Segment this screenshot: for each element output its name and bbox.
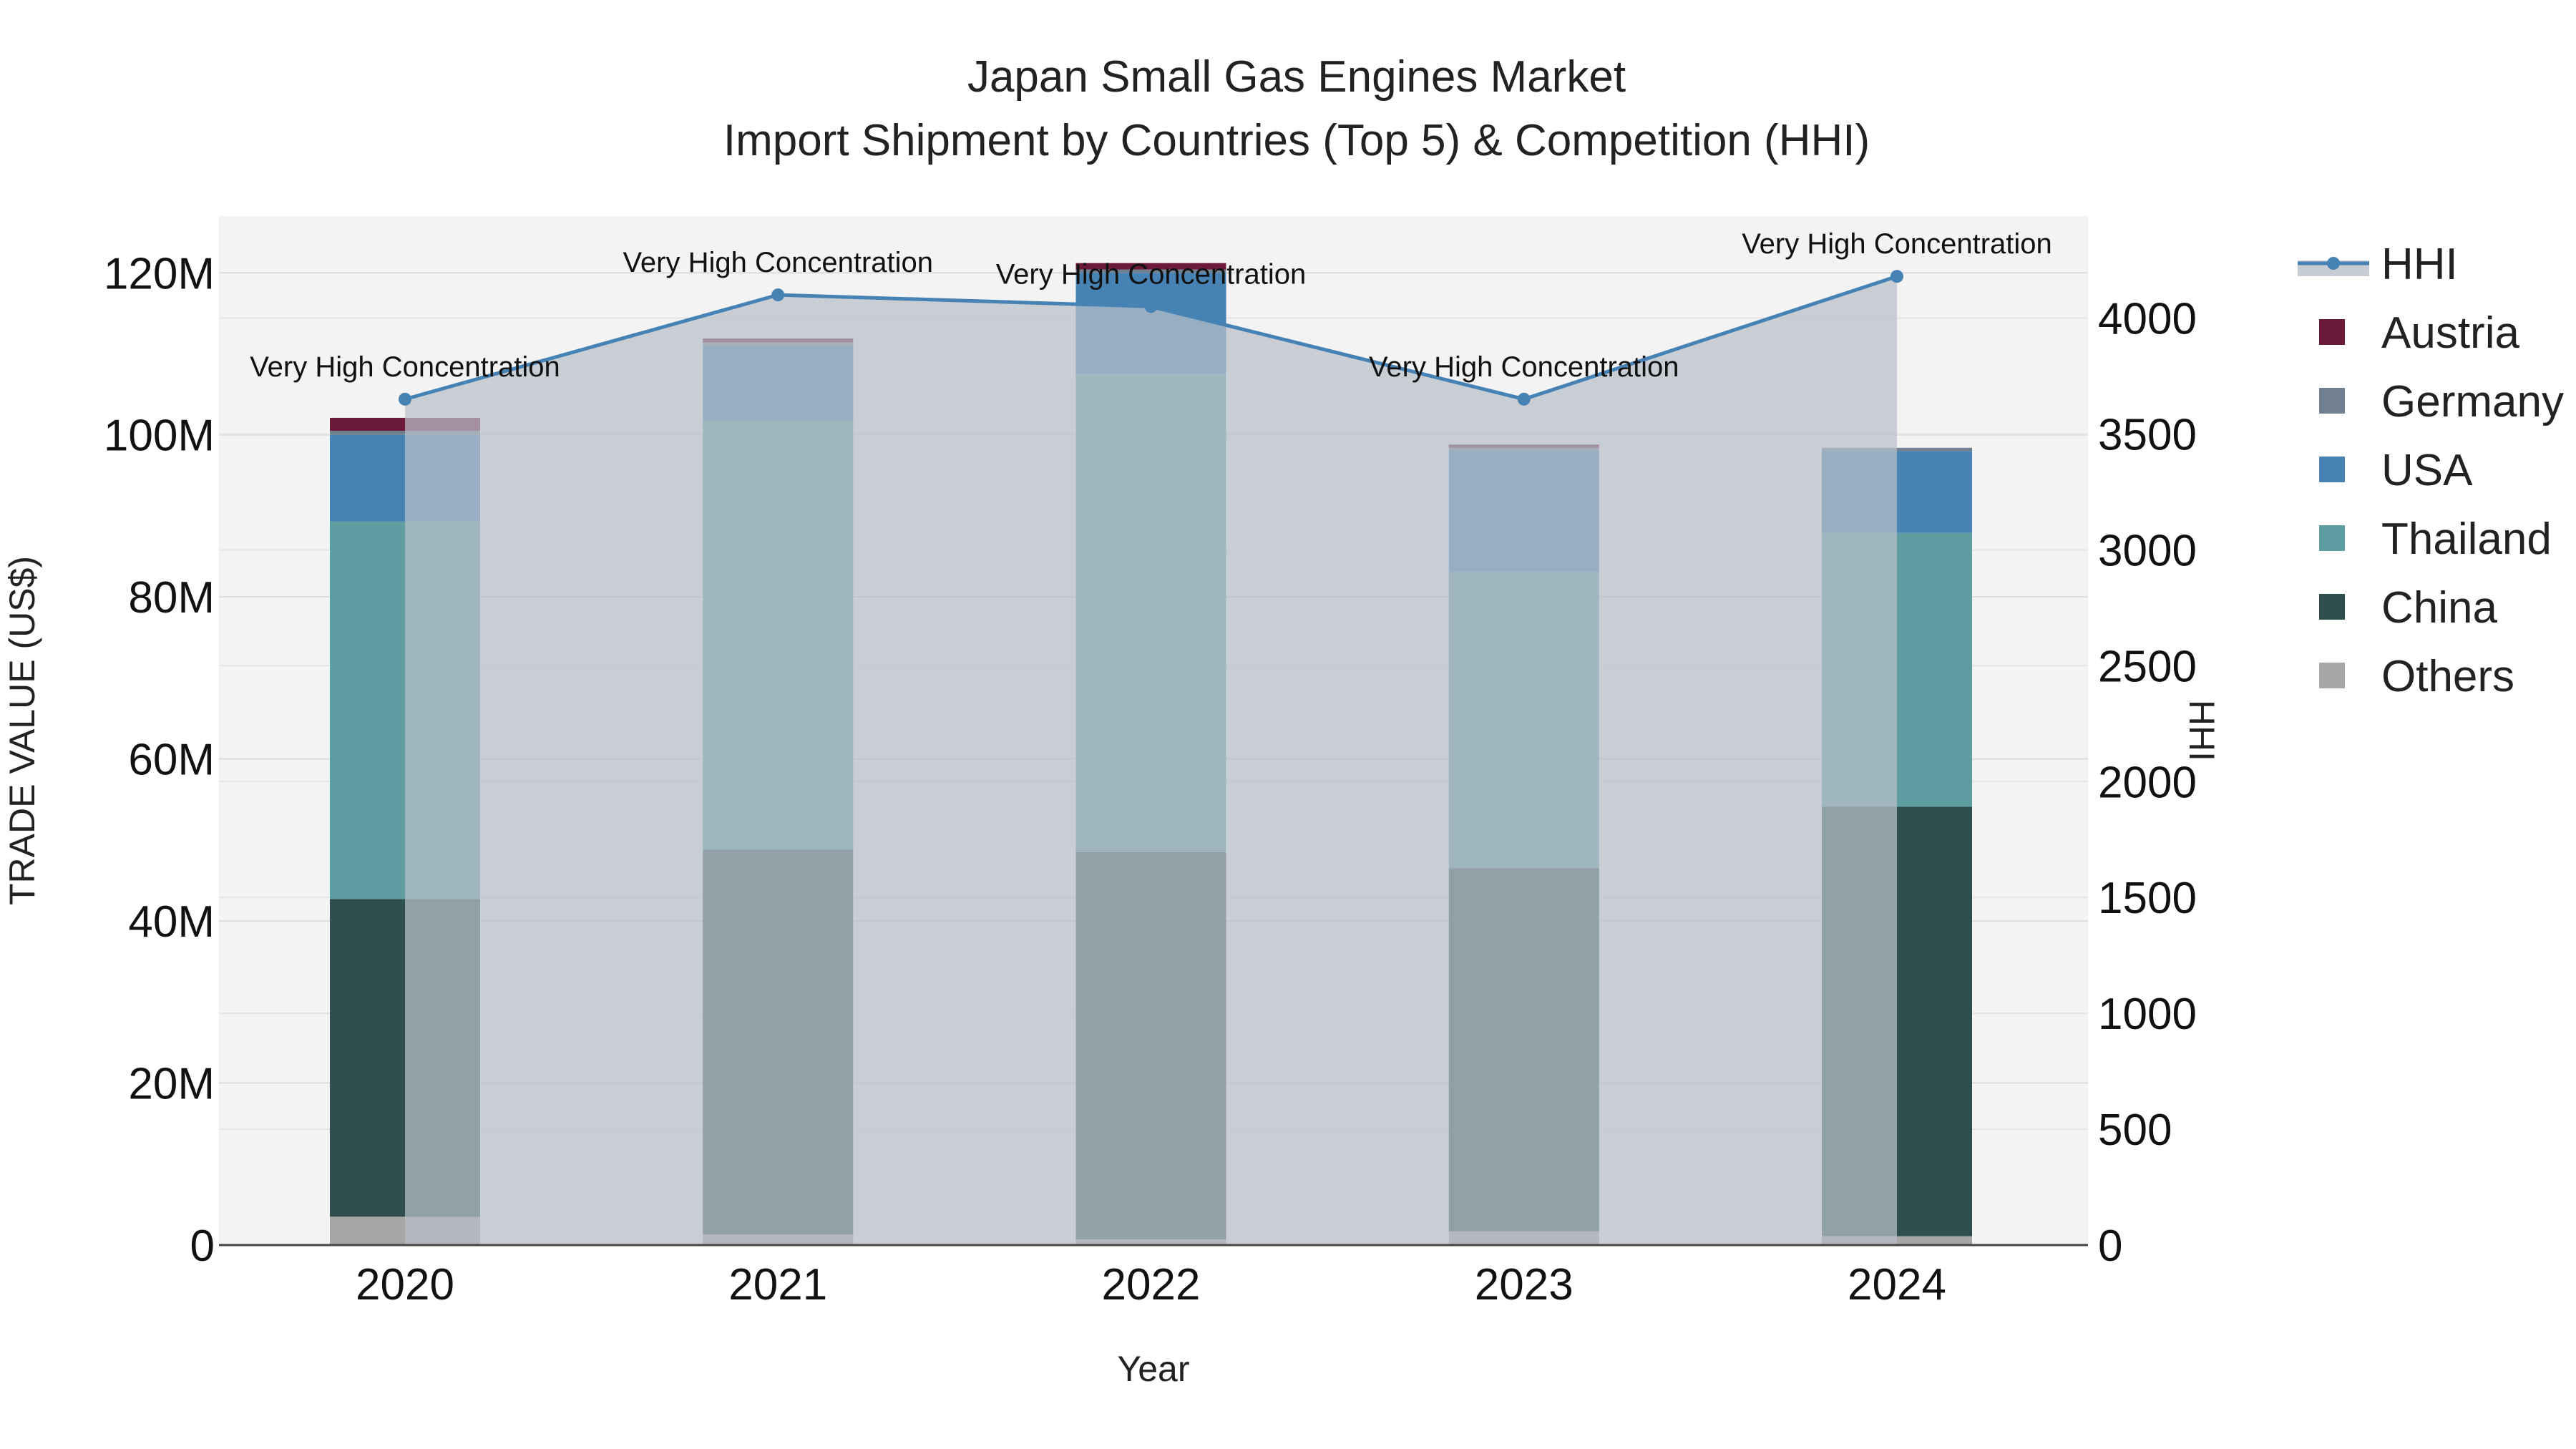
legend-label-germany: Germany: [2381, 377, 2564, 426]
y2-tick-label: 500: [2098, 1106, 2172, 1155]
y2-axis-ticks: 0 500 1000 1500 2000 2500 3000 3500 4000: [2098, 295, 2197, 1271]
legend-item-hhi[interactable]: HHI: [2298, 240, 2458, 289]
y-tick-label: 80M: [128, 573, 215, 623]
legend-label-austria: Austria: [2381, 308, 2519, 358]
hhi-label-2021: Very High Concentration: [623, 247, 933, 278]
y-tick-label: 120M: [104, 249, 215, 298]
y-tick-label: 40M: [128, 897, 215, 947]
hhi-label-2022: Very High Concentration: [996, 258, 1307, 290]
chart-title-line1: Japan Small Gas Engines Market: [967, 52, 1626, 102]
y2-tick-label: 2000: [2098, 758, 2197, 807]
legend-label-china: China: [2381, 583, 2498, 633]
x-tick-label: 2021: [728, 1260, 827, 1309]
y2-tick-label: 1500: [2098, 874, 2197, 923]
bar-germany-2022: [1075, 269, 1226, 273]
legend-label-usa: USA: [2381, 446, 2473, 495]
y2-tick-label: 4000: [2098, 295, 2197, 344]
x-tick-label: 2024: [1848, 1260, 1946, 1309]
legend-swatch-usa: [2319, 457, 2345, 482]
hhi-area: [405, 276, 1897, 1245]
legend: HHI Austria Germany USA Thailand China Others: [2298, 240, 2564, 701]
legend-swatch-thailand: [2319, 525, 2345, 551]
hhi-point-2020: [399, 392, 411, 406]
hhi-label-2023: Very High Concentration: [1369, 351, 1679, 383]
y-tick-label: 20M: [128, 1060, 215, 1109]
hhi-point-2023: [1517, 392, 1531, 406]
hhi-point-2024: [1890, 270, 1903, 283]
hhi-points: [399, 270, 1903, 406]
legend-item-usa[interactable]: USA: [2319, 446, 2473, 495]
y2-tick-label: 2500: [2098, 642, 2197, 691]
y-tick-label: 0: [190, 1221, 215, 1271]
bar-austria-2022: [1075, 263, 1226, 270]
y2-axis-title: HHI: [2182, 700, 2222, 761]
y-tick-label: 100M: [104, 411, 215, 461]
legend-item-others[interactable]: Others: [2319, 652, 2514, 701]
legend-label-others: Others: [2381, 652, 2514, 701]
y2-tick-label: 0: [2098, 1221, 2122, 1271]
legend-item-germany[interactable]: Germany: [2319, 377, 2564, 426]
hhi-label-2024: Very High Concentration: [1742, 228, 2052, 260]
legend-item-austria[interactable]: Austria: [2319, 308, 2519, 358]
y-axis-title: TRADE VALUE (US$): [2, 556, 42, 905]
x-axis-title: Year: [1117, 1349, 1189, 1389]
chart-title-line2: Import Shipment by Countries (Top 5) & C…: [723, 116, 1870, 165]
x-tick-label: 2020: [356, 1260, 454, 1309]
y-axis-ticks: 0 20M 40M 60M 80M 100M 120M: [104, 249, 215, 1271]
y2-tick-label: 3500: [2098, 410, 2197, 459]
legend-label-thailand: Thailand: [2381, 514, 2552, 564]
hhi-point-2022: [1144, 300, 1158, 313]
legend-label-hhi: HHI: [2381, 240, 2458, 289]
hhi-label-2020: Very High Concentration: [250, 351, 560, 383]
legend-item-china[interactable]: China: [2319, 583, 2498, 633]
y-tick-label: 60M: [128, 736, 215, 785]
hhi-point-2021: [771, 288, 785, 302]
y2-tick-label: 3000: [2098, 526, 2197, 575]
x-tick-label: 2022: [1102, 1260, 1201, 1309]
legend-item-thailand[interactable]: Thailand: [2319, 514, 2552, 564]
x-tick-label: 2023: [1475, 1260, 1574, 1309]
legend-swatch-china: [2319, 594, 2345, 620]
hhi-labels: Very High Concentration Very High Concent…: [250, 228, 2052, 383]
legend-swatch-others: [2319, 663, 2345, 688]
legend-swatch-germany: [2319, 388, 2345, 414]
legend-swatch-austria: [2319, 319, 2345, 345]
x-axis-ticks: 2020 2021 2022 2023 2024: [356, 1260, 1946, 1309]
y2-tick-label: 1000: [2098, 990, 2197, 1039]
legend-swatch-hhi-point: [2327, 257, 2340, 270]
